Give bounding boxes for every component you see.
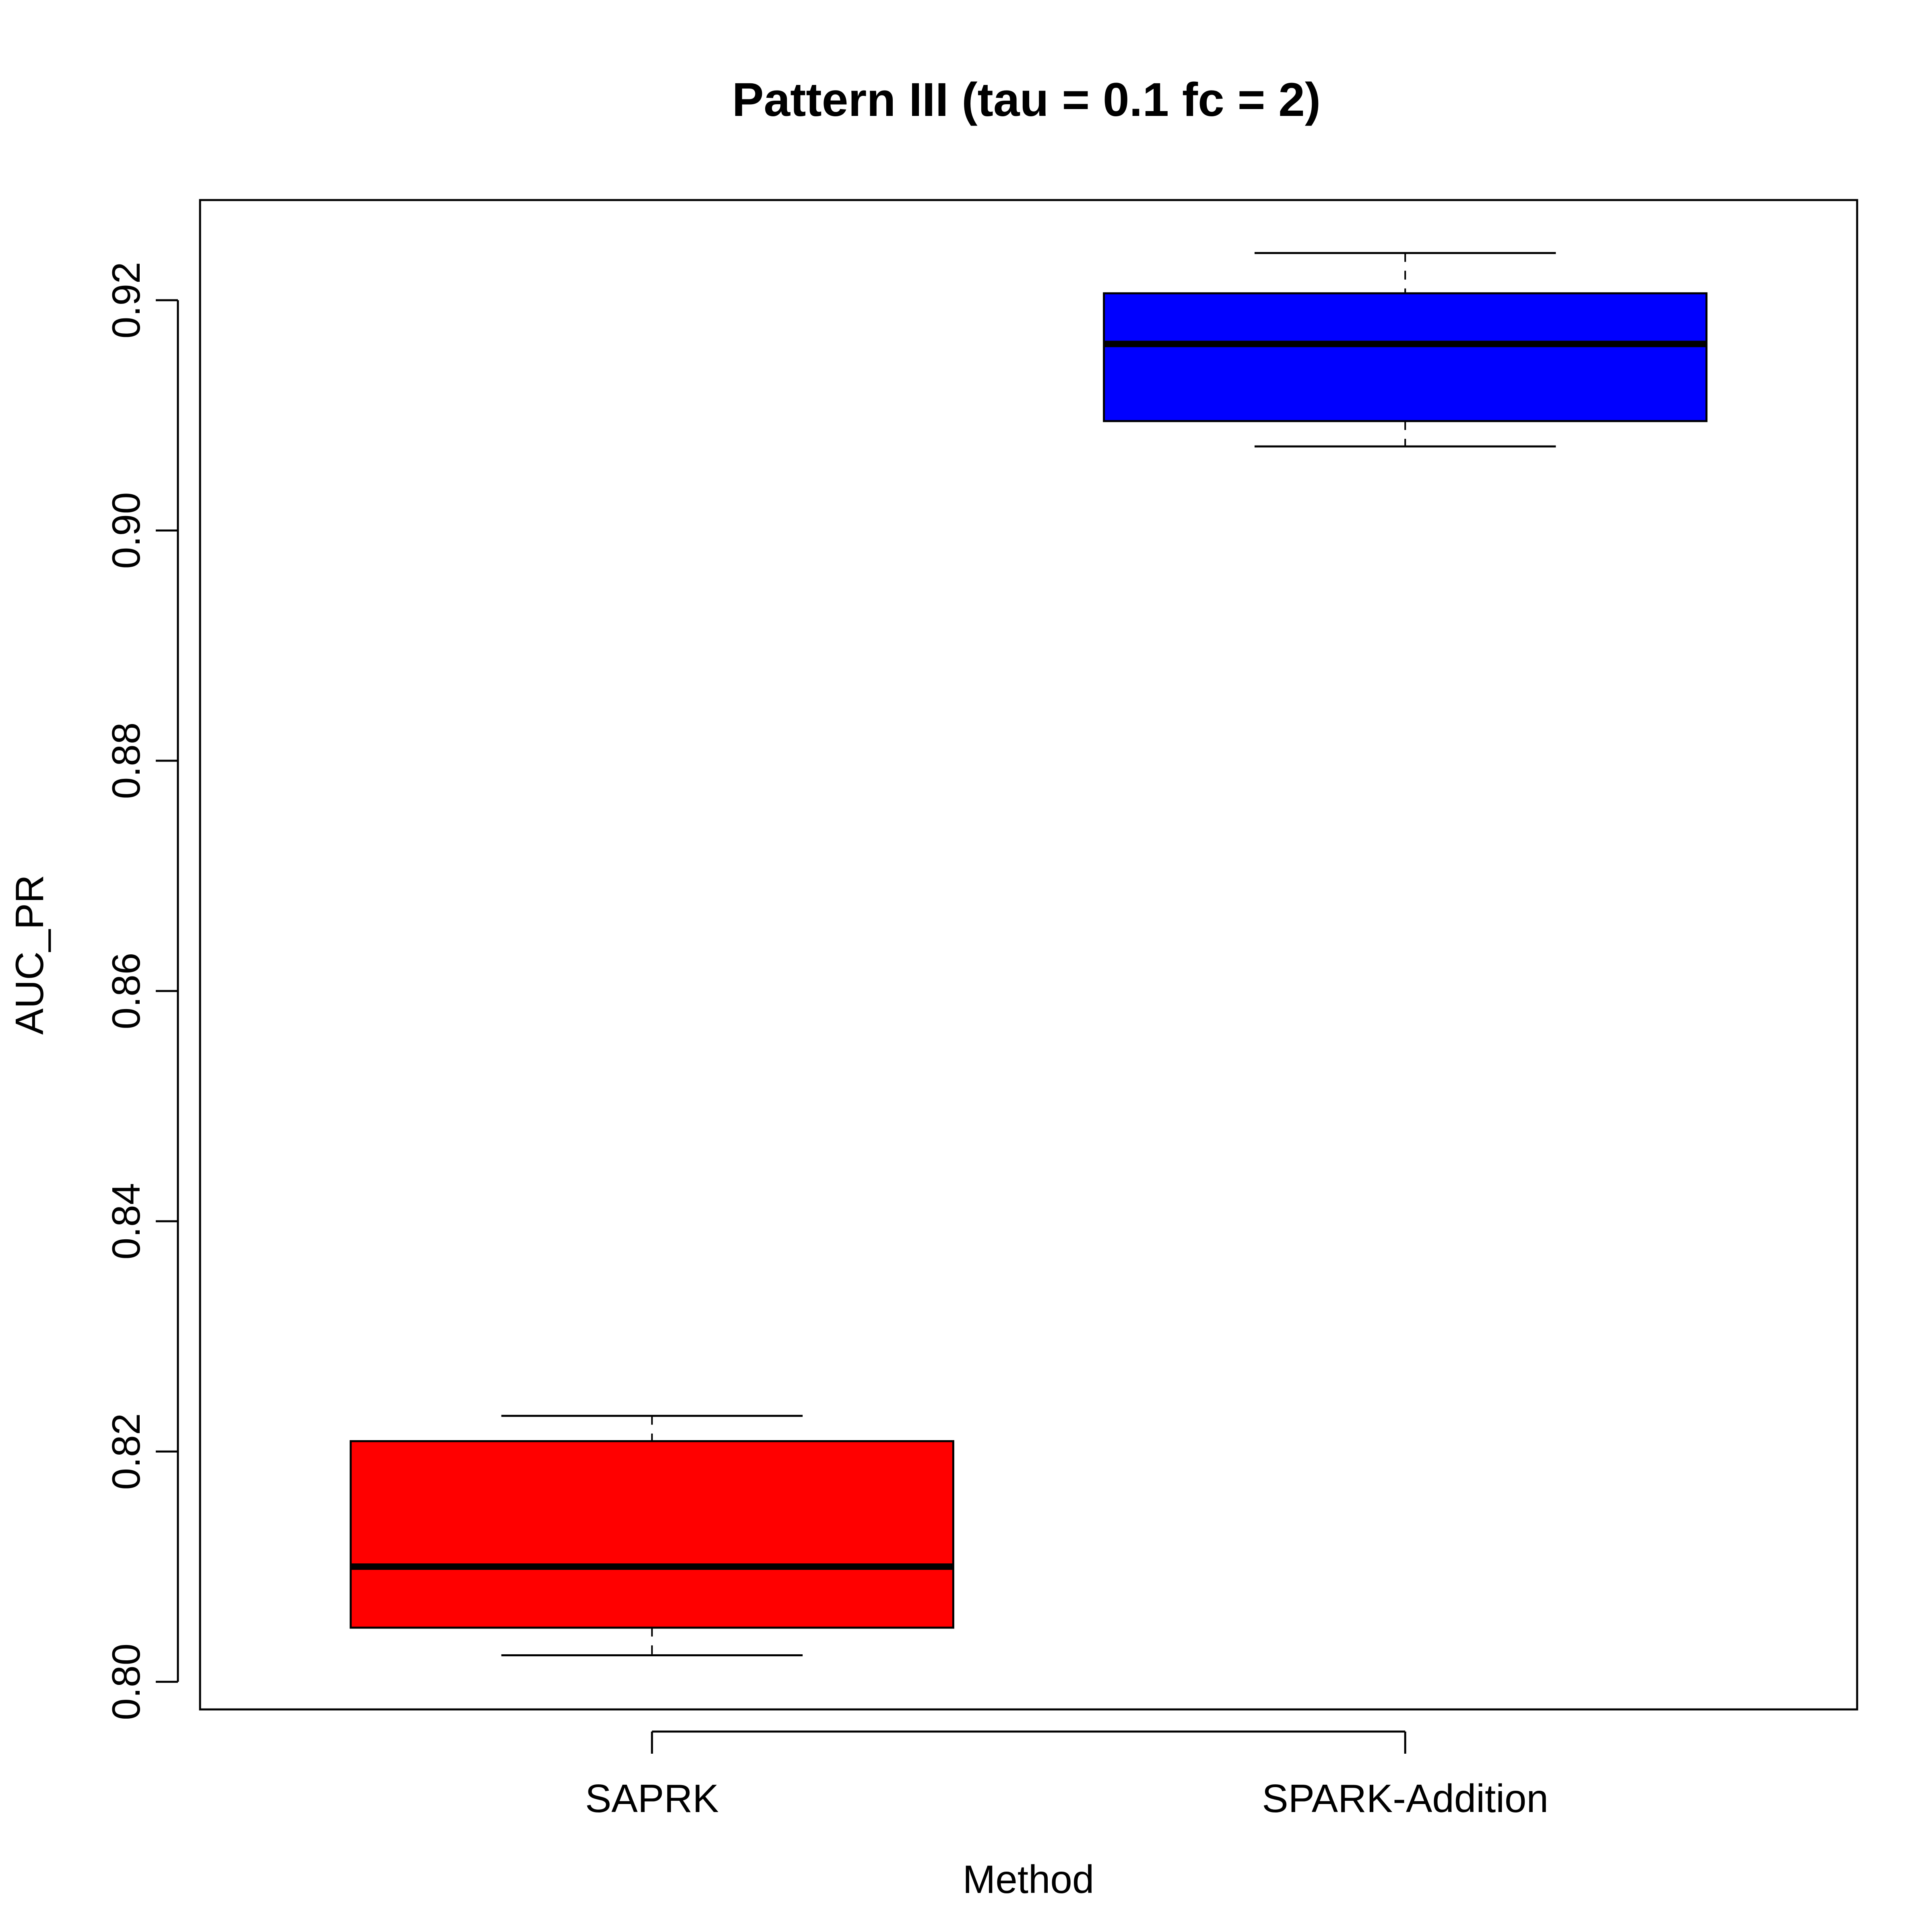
boxes-layer: [349, 252, 1708, 1657]
y-tick-label: 0.84: [104, 1183, 148, 1260]
x-tick-label: SAPRK: [585, 1776, 719, 1821]
y-tick-label: 0.90: [104, 492, 148, 569]
box-group: [1103, 252, 1708, 448]
chart-title: Pattern III (tau = 0.1 fc = 2): [732, 73, 1321, 126]
y-tick-label: 0.88: [104, 722, 148, 799]
y-tick-label: 0.82: [104, 1413, 148, 1490]
plot-frame: [199, 199, 1858, 1711]
x-axis: SAPRK SPARK-Addition: [585, 1730, 1548, 1821]
box-iqr: [349, 1440, 954, 1629]
box-iqr: [1103, 292, 1708, 422]
y-tick-label: 0.92: [104, 262, 148, 339]
y-axis: 0.80 0.82 0.84 0.86 0.88 0.90 0.92: [104, 262, 179, 1720]
y-tick-label: 0.80: [104, 1643, 148, 1720]
box-group: [349, 1415, 954, 1657]
y-axis-label: AUC_PR: [7, 875, 52, 1035]
x-tick-label: SPARK-Addition: [1262, 1776, 1548, 1821]
x-axis-label: Method: [963, 1857, 1094, 1901]
y-tick-label: 0.86: [104, 953, 148, 1030]
